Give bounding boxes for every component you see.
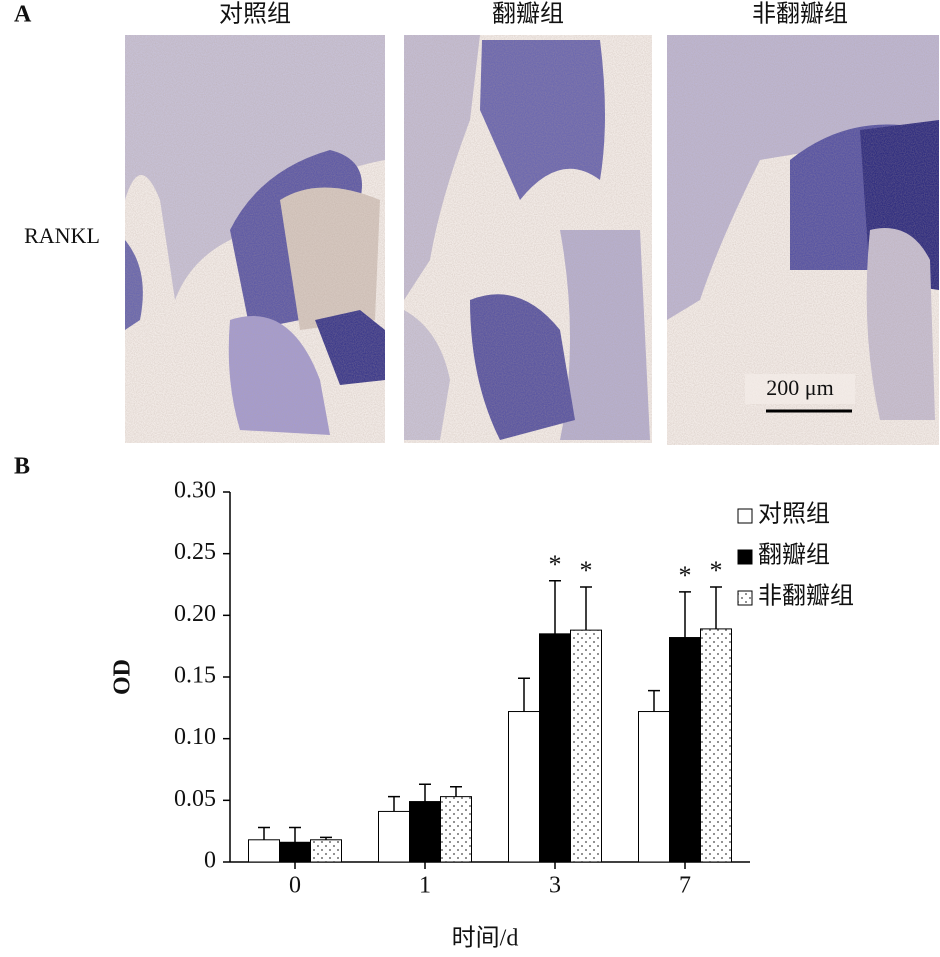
panel-label: A <box>14 2 32 28</box>
y-tick-label: 0.15 <box>174 663 216 689</box>
x-axis-label: 时间/d <box>452 925 519 952</box>
y-tick-label: 0 <box>204 848 216 874</box>
significance-marker: * <box>679 561 692 590</box>
bar <box>638 711 670 863</box>
legend-swatch <box>737 590 753 606</box>
micrograph <box>667 35 939 445</box>
error-bar <box>549 580 561 634</box>
bar <box>700 628 732 863</box>
error-bar <box>518 677 530 712</box>
legend-swatch <box>737 508 753 524</box>
chart: 0 0.05 0.10 0.15 0.20 0.25 0.30 OD 时间/d 0 1 3 * * 7 * * 对… <box>110 478 855 952</box>
micrograph <box>404 35 652 443</box>
legend-label: 翻瓣组 <box>758 542 830 569</box>
column-title: 非翻瓣组 <box>752 1 848 28</box>
error-bar <box>580 586 592 631</box>
y-tick-label: 0.20 <box>174 601 216 627</box>
column-title: 对照组 <box>219 1 291 28</box>
significance-marker: * <box>580 556 593 585</box>
y-tick-label: 0.30 <box>174 478 216 504</box>
significance-marker: * <box>710 556 723 585</box>
error-bar <box>710 586 722 629</box>
bar <box>570 629 602 863</box>
y-tick-label: 0.10 <box>174 724 216 750</box>
y-tick-label: 0.05 <box>174 786 216 812</box>
bar <box>248 839 280 863</box>
y-tick-label: 0.25 <box>174 539 216 565</box>
bar <box>508 711 540 863</box>
bar <box>539 633 571 863</box>
error-bar <box>419 783 431 802</box>
x-tick-label: 7 <box>679 873 691 899</box>
legend-label: 对照组 <box>758 501 830 528</box>
bar <box>409 801 441 863</box>
error-bar <box>289 826 301 843</box>
row-label: RANKL <box>24 223 100 248</box>
bar <box>669 637 701 863</box>
panel-label: B <box>14 454 30 480</box>
x-tick-label: 0 <box>289 873 301 899</box>
x-tick-label: 3 <box>549 873 561 899</box>
micrograph <box>125 35 385 443</box>
legend-label: 非翻瓣组 <box>758 583 854 610</box>
error-bar <box>648 689 660 712</box>
bar <box>378 810 410 863</box>
x-tick-label: 1 <box>419 873 431 899</box>
error-bar <box>320 836 332 840</box>
error-bar <box>450 786 462 797</box>
y-axis-label: OD <box>110 659 136 695</box>
error-bar <box>388 795 400 812</box>
significance-marker: * <box>549 550 562 579</box>
legend-swatch <box>737 549 753 565</box>
column-title: 翻瓣组 <box>492 1 564 28</box>
bar <box>440 796 472 863</box>
scale-bar-label: 200 μm <box>766 375 833 400</box>
error-bar <box>258 826 270 840</box>
error-bar <box>679 591 691 638</box>
bar <box>279 841 311 863</box>
bar <box>310 839 342 863</box>
